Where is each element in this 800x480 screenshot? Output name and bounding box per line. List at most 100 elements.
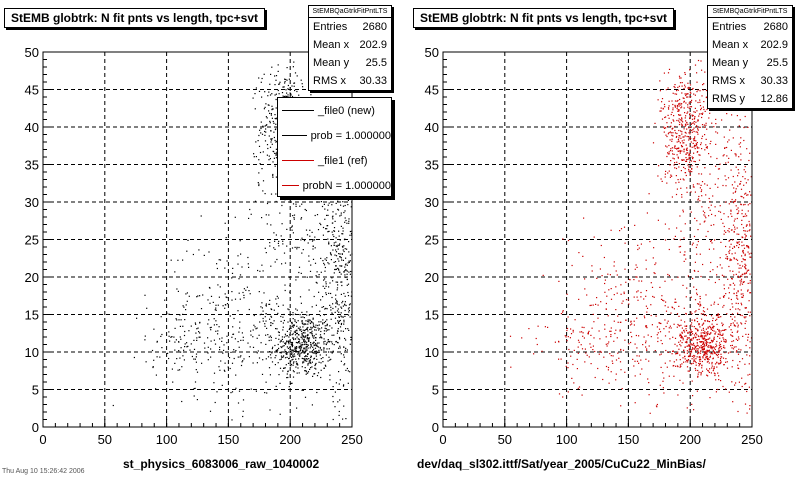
data-point: [242, 339, 244, 341]
data-point: [689, 343, 691, 345]
data-point: [729, 351, 731, 353]
data-point: [343, 323, 345, 325]
data-point: [713, 338, 715, 340]
data-point: [690, 353, 692, 355]
x-tick-label: 50: [498, 432, 512, 447]
data-point: [734, 325, 737, 327]
data-point: [304, 343, 306, 346]
data-point: [691, 313, 693, 315]
data-point: [725, 254, 727, 256]
data-point: [298, 347, 300, 349]
data-point: [213, 324, 215, 326]
data-point: [684, 223, 686, 225]
data-point: [717, 352, 719, 354]
data-point: [681, 118, 683, 120]
data-point: [302, 322, 304, 324]
data-point: [701, 113, 703, 115]
data-point: [745, 272, 747, 274]
data-point: [278, 245, 280, 247]
data-point: [693, 360, 695, 362]
data-point: [723, 275, 725, 277]
data-point: [593, 236, 595, 238]
data-point: [338, 347, 340, 349]
data-point: [185, 309, 187, 311]
data-point: [686, 96, 688, 98]
data-point: [684, 125, 686, 127]
data-point: [315, 304, 317, 306]
data-point: [308, 321, 310, 323]
data-point: [706, 331, 709, 333]
data-point: [264, 140, 267, 142]
data-point: [578, 298, 580, 300]
data-point: [707, 358, 709, 360]
data-point: [667, 107, 670, 109]
data-point: [729, 249, 731, 251]
data-point: [306, 327, 308, 329]
data-point: [699, 362, 701, 365]
data-point: [319, 334, 322, 336]
data-point: [729, 270, 731, 272]
data-point: [692, 184, 694, 186]
data-point: [695, 143, 697, 145]
data-point: [581, 394, 583, 396]
data-point: [714, 206, 716, 208]
data-point: [261, 302, 263, 304]
data-point: [690, 191, 692, 193]
data-point: [289, 349, 291, 351]
data-point: [645, 358, 647, 360]
data-point: [226, 335, 228, 337]
data-point: [702, 313, 704, 315]
data-point: [731, 335, 733, 337]
data-point: [697, 89, 699, 91]
data-point: [267, 104, 269, 106]
stats-row-entries: Entries 2680: [712, 21, 788, 33]
data-point: [203, 254, 205, 256]
data-point: [716, 132, 719, 134]
stats-name: StEMBQaGtrkFitPntLTS: [309, 6, 391, 18]
data-point: [270, 73, 272, 75]
data-point: [711, 341, 713, 343]
data-point: [320, 257, 322, 259]
data-point: [191, 355, 193, 358]
data-point: [542, 274, 544, 276]
data-point: [659, 90, 661, 92]
data-point: [302, 344, 304, 346]
data-point: [630, 321, 632, 323]
data-point: [267, 95, 269, 97]
data-point: [713, 351, 716, 353]
data-point: [685, 325, 688, 327]
data-point: [693, 286, 695, 288]
data-point: [210, 295, 213, 297]
data-point: [299, 342, 301, 344]
data-point: [734, 226, 736, 228]
data-point: [738, 267, 740, 269]
data-point: [317, 229, 320, 231]
data-point: [283, 96, 285, 98]
data-point: [636, 291, 638, 293]
data-point: [733, 245, 735, 248]
data-point: [703, 314, 706, 316]
data-point: [341, 245, 344, 247]
data-point: [670, 148, 672, 150]
data-point: [253, 314, 255, 317]
data-point: [310, 332, 312, 334]
data-point: [696, 183, 698, 185]
data-point: [740, 280, 742, 282]
data-point: [701, 181, 704, 183]
data-point: [699, 223, 701, 225]
data-point: [340, 360, 342, 362]
data-point: [698, 365, 700, 367]
data-point: [646, 349, 648, 351]
data-point: [195, 356, 197, 358]
data-point: [679, 379, 681, 381]
data-point: [645, 259, 647, 261]
data-point: [720, 241, 722, 243]
data-point: [703, 335, 705, 337]
data-point: [299, 354, 301, 356]
data-point: [223, 369, 225, 371]
data-point: [535, 337, 537, 340]
data-point: [698, 195, 700, 198]
data-point: [624, 268, 626, 270]
data-point: [661, 101, 663, 103]
